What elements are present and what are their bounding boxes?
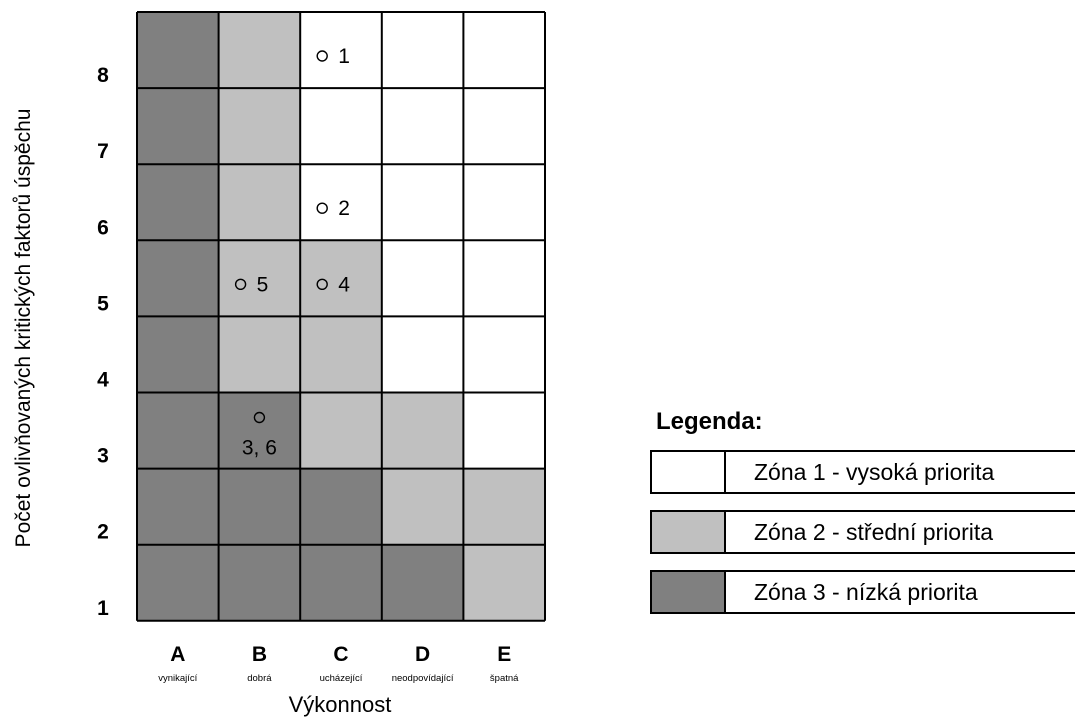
legend: Legenda: Zóna 1 - vysoká priorita Zóna 2… xyxy=(650,408,1075,630)
legend-title: Legenda: xyxy=(656,408,763,435)
marker-label: 3, 6 xyxy=(242,437,277,460)
column-desc-E: špatná xyxy=(490,673,519,684)
marker-label: 5 xyxy=(257,273,269,296)
cell-C-4 xyxy=(300,316,382,393)
column-letter-E: E xyxy=(497,643,511,666)
row-label-2: 2 xyxy=(97,521,109,544)
column-letter-D: D xyxy=(415,643,430,666)
cell-C-7 xyxy=(300,88,382,165)
column-letter-A: A xyxy=(170,643,185,666)
cell-D-7 xyxy=(381,88,464,165)
y-axis-label: Počet ovlivňovaných kritických faktorů ú… xyxy=(12,109,35,548)
x-axis-label: Výkonnost xyxy=(289,692,392,717)
column-desc-B: dobrá xyxy=(247,673,272,684)
marker-circle xyxy=(316,278,328,290)
cell-E-4 xyxy=(463,316,545,393)
legend-swatch-zone-3 xyxy=(652,572,726,612)
cell-B-5 xyxy=(218,240,301,317)
marker-label: 4 xyxy=(338,273,350,296)
cell-A-2 xyxy=(137,468,219,545)
cell-C-1 xyxy=(300,544,382,621)
column-letter-B: B xyxy=(252,643,267,666)
cell-E-8 xyxy=(463,12,545,89)
cell-A-6 xyxy=(137,164,219,241)
legend-label-zone-2: Zóna 2 - střední priorita xyxy=(754,518,994,545)
legend-item-zone-3: Zóna 3 - nízká priorita xyxy=(650,570,1075,614)
column-desc-D: neodpovídající xyxy=(392,673,454,684)
row-label-1: 1 xyxy=(97,597,109,620)
cell-A-7 xyxy=(137,88,219,165)
marker-circle xyxy=(253,411,266,424)
cell-D-6 xyxy=(381,164,464,241)
marker-label: 2 xyxy=(338,197,350,220)
cell-E-5 xyxy=(463,240,545,317)
row-label-7: 7 xyxy=(97,140,109,163)
cell-B-3 xyxy=(218,392,301,469)
cell-D-3 xyxy=(381,392,464,469)
cell-B-1 xyxy=(218,544,301,621)
cell-E-3 xyxy=(463,392,545,469)
cell-A-8 xyxy=(137,12,219,89)
markers: 1 2 5 4 3, 6 xyxy=(234,45,350,460)
marker-circle xyxy=(234,278,247,290)
cell-B-4 xyxy=(218,316,301,393)
column-desc-C: ucházející xyxy=(320,673,363,684)
row-label-4: 4 xyxy=(97,369,109,392)
row-label-8: 8 xyxy=(97,64,109,87)
matrix-gridlines xyxy=(136,11,546,622)
cell-A-3 xyxy=(137,392,219,469)
cell-C-5 xyxy=(300,240,382,317)
cell-C-8 xyxy=(300,12,382,89)
marker-circle xyxy=(316,50,328,62)
marker-circle xyxy=(316,202,328,214)
cell-C-6 xyxy=(300,164,382,241)
cell-A-5 xyxy=(137,240,219,317)
cell-E-1 xyxy=(463,544,545,621)
cell-D-1 xyxy=(381,544,464,621)
legend-item-zone-2: Zóna 2 - střední priorita xyxy=(650,510,1075,554)
cell-D-5 xyxy=(381,240,464,317)
legend-swatch-zone-1 xyxy=(652,452,726,492)
row-labels: 8 7 6 5 4 3 2 1 xyxy=(97,64,109,620)
cell-B-8 xyxy=(218,12,301,89)
row-label-5: 5 xyxy=(97,292,109,315)
cell-E-2 xyxy=(463,468,545,545)
cell-B-7 xyxy=(218,88,301,165)
legend-swatch-zone-2 xyxy=(652,512,726,552)
cell-A-1 xyxy=(137,544,219,621)
column-letter-C: C xyxy=(333,643,348,666)
legend-label-zone-3: Zóna 3 - nízká priorita xyxy=(754,578,978,605)
legend-item-zone-1: Zóna 1 - vysoká priorita xyxy=(650,450,1075,494)
cell-E-7 xyxy=(463,88,545,165)
cell-C-2 xyxy=(300,468,382,545)
matrix-cells xyxy=(137,12,545,621)
cell-E-6 xyxy=(463,164,545,241)
cell-D-2 xyxy=(381,468,464,545)
cell-A-4 xyxy=(137,316,219,393)
cell-B-2 xyxy=(218,468,301,545)
column-desc-A: vynikající xyxy=(158,673,197,684)
cell-B-6 xyxy=(218,164,301,241)
cell-D-4 xyxy=(381,316,464,393)
cell-C-3 xyxy=(300,392,382,469)
cell-D-8 xyxy=(381,12,464,89)
row-label-3: 3 xyxy=(97,445,109,468)
row-label-6: 6 xyxy=(97,216,109,239)
marker-label: 1 xyxy=(338,45,350,68)
legend-label-zone-1: Zóna 1 - vysoká priorita xyxy=(754,458,995,485)
